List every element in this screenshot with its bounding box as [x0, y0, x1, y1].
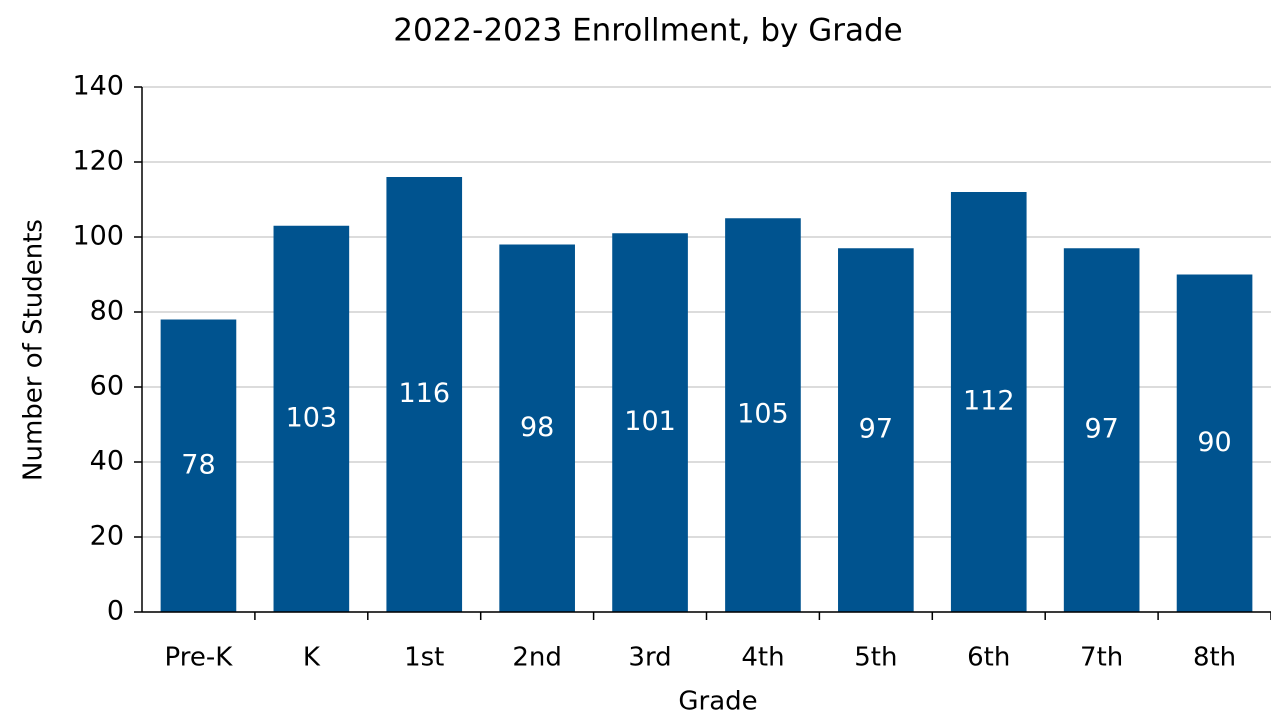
y-tick-label: 80 — [90, 296, 124, 327]
bar — [273, 225, 350, 612]
data-label: 78 — [181, 449, 215, 480]
bar — [499, 244, 575, 612]
bar — [386, 177, 463, 612]
y-tick-label: 120 — [72, 146, 124, 177]
x-tick-label: 1st — [404, 643, 444, 673]
bar — [950, 192, 1027, 612]
bar — [725, 218, 801, 612]
data-label: 98 — [520, 412, 554, 443]
bar — [612, 233, 688, 612]
x-tick-label: 5th — [854, 643, 897, 673]
x-tick-label: 4th — [741, 643, 784, 673]
chart-title: 2022-2023 Enrollment, by Grade — [393, 13, 903, 49]
x-tick-label: 8th — [1193, 643, 1236, 673]
data-label: 101 — [624, 406, 676, 437]
x-tick-label: Pre-K — [165, 643, 234, 673]
x-tick-label: 7th — [1080, 643, 1123, 673]
bar — [160, 319, 237, 612]
data-label: 105 — [737, 399, 789, 430]
y-axis-label: Number of Students — [19, 219, 49, 481]
data-label: 97 — [1084, 414, 1118, 445]
data-label: 90 — [1197, 427, 1231, 458]
x-tick-label: 3rd — [628, 643, 671, 673]
x-tick-label: 2nd — [512, 643, 562, 673]
data-label: 97 — [859, 414, 893, 445]
y-tick-label: 0 — [107, 596, 124, 627]
x-tick-label: 6th — [967, 643, 1010, 673]
bar — [1063, 248, 1140, 612]
y-tick-label: 20 — [90, 521, 124, 552]
x-axis-label: Grade — [678, 687, 757, 717]
y-tick-label: 40 — [90, 446, 124, 477]
data-label: 103 — [286, 402, 338, 433]
y-tick-label: 100 — [72, 221, 124, 252]
data-label: 116 — [398, 378, 450, 409]
x-tick-label: K — [303, 643, 321, 673]
data-label: 112 — [963, 386, 1015, 417]
y-tick-label: 140 — [72, 71, 124, 102]
bar — [838, 248, 914, 612]
y-tick-label: 60 — [90, 371, 124, 402]
bar — [1176, 274, 1253, 612]
